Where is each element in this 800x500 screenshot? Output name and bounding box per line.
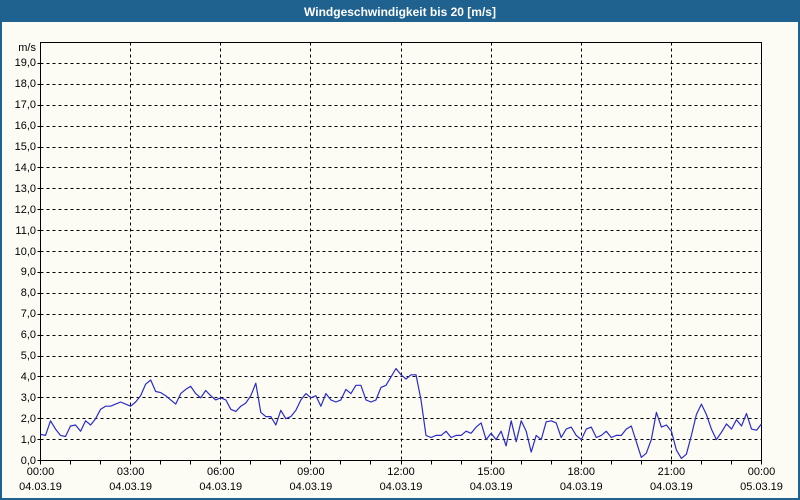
title-bar: Windgeschwindigkeit bis 20 [m/s] — [2, 2, 798, 22]
chart-title: Windgeschwindigkeit bis 20 [m/s] — [304, 5, 496, 19]
x-tick-date-label: 04.03.19 — [19, 480, 62, 493]
y-tick-label: 18,0 — [14, 78, 36, 91]
x-tick-time-label: 00:00 — [26, 465, 55, 478]
y-tick-label: 5,0 — [20, 350, 36, 362]
y-tick-label: 16,0 — [14, 120, 36, 133]
y-tick-label: 6,0 — [20, 329, 36, 342]
y-tick-label: 13,0 — [14, 182, 36, 195]
y-tick-label: 2,0 — [20, 412, 36, 425]
y-tick-label: 17,0 — [14, 99, 36, 112]
y-tick-label: 0,0 — [20, 454, 36, 467]
y-tick-label: 8,0 — [20, 287, 36, 300]
x-tick-date-label: 04.03.19 — [379, 480, 423, 493]
x-tick-time-label: 21:00 — [657, 465, 686, 478]
x-tick-time-label: 03:00 — [116, 465, 145, 478]
y-tick-label: 14,0 — [14, 161, 36, 174]
x-tick-date-label: 04.03.19 — [199, 480, 243, 493]
x-tick-time-label: 18:00 — [567, 465, 596, 478]
x-tick-date-label: 04.03.19 — [469, 480, 513, 493]
y-tick-label: 9,0 — [20, 266, 36, 279]
y-tick-label: 7,0 — [20, 308, 36, 321]
x-tick-date-label: 04.03.19 — [289, 480, 333, 493]
x-tick-date-label: 05.03.19 — [740, 480, 783, 493]
y-tick-label: 19,0 — [14, 57, 36, 70]
y-tick-label: 1,0 — [20, 433, 36, 446]
x-tick-time-label: 06:00 — [206, 465, 235, 478]
y-tick-label: 15,0 — [14, 141, 36, 153]
x-tick-date-label: 04.03.19 — [109, 480, 153, 493]
x-tick-time-label: 12:00 — [387, 465, 415, 478]
y-tick-label: 4,0 — [20, 370, 36, 383]
y-tick-label: 3,0 — [20, 391, 36, 404]
x-tick-time-label: 09:00 — [297, 465, 325, 478]
x-tick-date-label: 04.03.19 — [649, 480, 693, 493]
x-tick-time-label: 15:00 — [477, 465, 505, 478]
y-tick-label: 10,0 — [14, 245, 36, 258]
y-tick-label: 11,0 — [15, 224, 36, 237]
x-tick-time-label: 00:00 — [747, 465, 776, 478]
plot-frame — [40, 42, 762, 461]
wind-speed-line — [40, 367, 762, 459]
y-tick-label: 12,0 — [14, 203, 36, 216]
x-tick-date-label: 04.03.19 — [559, 480, 603, 493]
y-axis-unit-label: m/s — [18, 41, 36, 54]
